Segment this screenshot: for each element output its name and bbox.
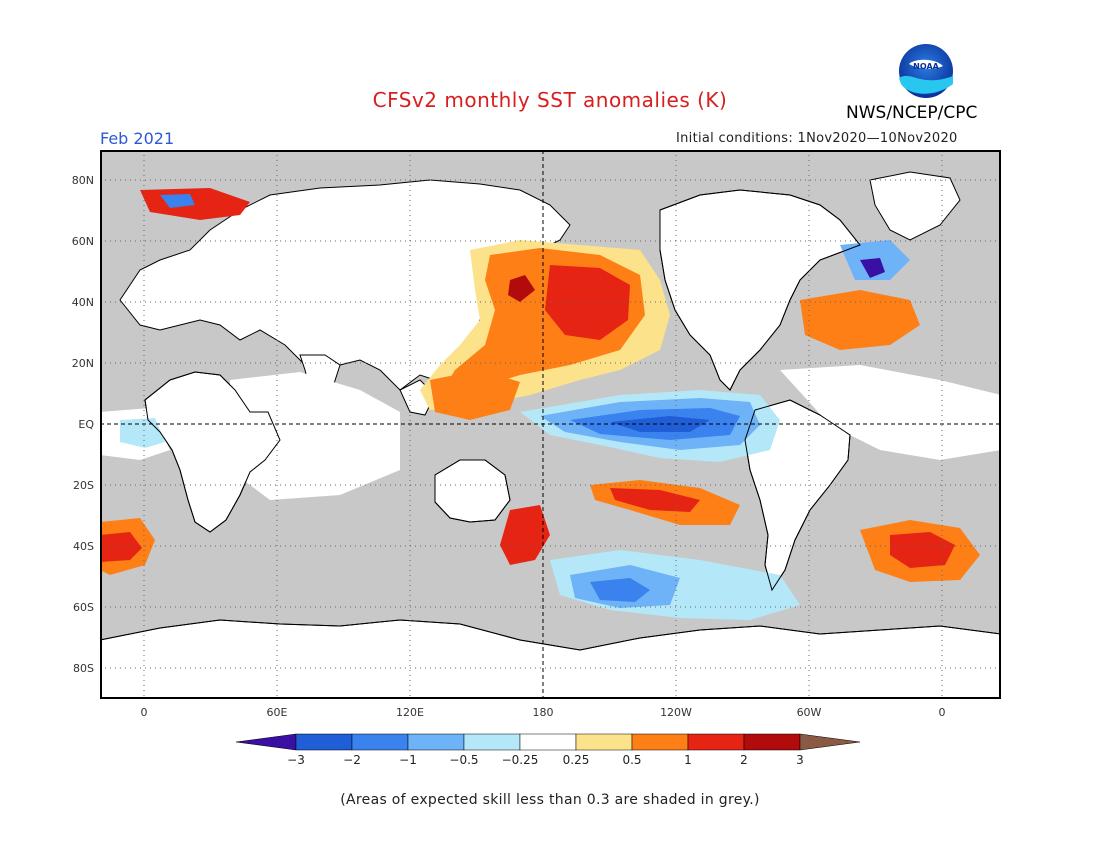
coastline-north-america xyxy=(659,189,861,391)
colorbar-bin-6 xyxy=(575,733,633,751)
lat-label-60s: 60S xyxy=(73,601,94,614)
colorbar-tick-neg05: −0.5 xyxy=(449,753,479,767)
map-border xyxy=(100,150,1001,699)
colorbar-bin-5 xyxy=(519,733,577,751)
anomaly-wpacific-warm xyxy=(430,370,520,420)
anomaly-natlantic-warm xyxy=(800,290,920,350)
colorbar-bin-3 xyxy=(407,733,465,751)
period-label: Feb 2021 xyxy=(100,129,175,148)
lon-label-60e: 60E xyxy=(266,706,288,719)
graticule xyxy=(100,150,1001,699)
lat-label-20n: 20N xyxy=(71,357,94,370)
coastlines xyxy=(100,189,1001,651)
colorbar-tick-2: 2 xyxy=(740,753,748,767)
lon-label-180: 180 xyxy=(532,706,554,719)
colorbar-tick-neg3: −3 xyxy=(287,753,305,767)
lat-label-60n: 60N xyxy=(71,235,94,248)
lon-label-60w: 60W xyxy=(796,706,822,719)
colorbar-bin-1 xyxy=(295,733,353,751)
reference-lines xyxy=(100,150,1001,699)
skill-footnote: (Areas of expected skill less than 0.3 a… xyxy=(340,792,760,808)
lat-label-80s: 80S xyxy=(73,662,94,675)
lat-label-40n: 40N xyxy=(71,296,94,309)
anomaly-npacific-red xyxy=(545,265,630,340)
colorbar-tick-05: 0.5 xyxy=(622,753,642,767)
colorbar-tick-neg2: −2 xyxy=(343,753,361,767)
colorbar-tick-neg025: −0.25 xyxy=(501,753,539,767)
anomaly-npacific-dark xyxy=(508,275,535,302)
coastline-antarctica xyxy=(100,619,1001,651)
anomaly-sindian-red xyxy=(100,532,142,562)
coastline-africa xyxy=(144,371,281,533)
anomaly-atlantic-neutral xyxy=(780,365,1001,460)
lat-label-80n: 80N xyxy=(71,174,94,187)
colorbar-bin-2 xyxy=(351,733,409,751)
colorbar-bin-9 xyxy=(743,733,801,751)
anomaly-natlantic-strong xyxy=(860,258,885,278)
lon-label-120e: 120E xyxy=(396,706,424,719)
lat-label-20s: 20S xyxy=(73,479,94,492)
colorbar-tick-neg1: −1 xyxy=(399,753,417,767)
colorbar-tick-3: 3 xyxy=(796,753,804,767)
colorbar-min-arrow xyxy=(236,733,297,751)
noaa-logo: NOAA xyxy=(897,42,955,100)
chart-title: CFSv2 monthly SST anomalies (K) xyxy=(372,88,728,112)
colorbar-bin-4 xyxy=(463,733,521,751)
lat-label-40s: 40S xyxy=(73,540,94,553)
colorbar-tick-025: 0.25 xyxy=(562,753,590,767)
initial-conditions-label: Initial conditions: 1Nov2020—10Nov2020 xyxy=(676,131,958,146)
colorbar-max-arrow xyxy=(799,733,861,751)
sst-anomaly-map xyxy=(100,150,1001,699)
lat-label-eq: EQ xyxy=(78,418,94,431)
colorbar-tick-1: 1 xyxy=(684,753,692,767)
lon-label-0-east: 0 xyxy=(938,706,946,719)
colorbar-bin-8 xyxy=(687,733,745,751)
anomaly-arctic-cold xyxy=(160,194,195,208)
anomaly-tasman-warm xyxy=(500,505,550,565)
anomaly-spacific-red xyxy=(610,488,700,512)
colorbar xyxy=(236,733,861,751)
anomaly-southern-cold-strong xyxy=(590,578,650,602)
anomaly-satlantic-red xyxy=(890,532,955,568)
coastline-australia xyxy=(434,459,511,523)
anomaly-indian-neutral xyxy=(230,372,400,500)
colorbar-bin-7 xyxy=(631,733,689,751)
logo-text: NOAA xyxy=(913,62,939,71)
lon-label-0: 0 xyxy=(140,706,148,719)
greenland xyxy=(869,171,961,241)
lon-label-120w: 120W xyxy=(660,706,692,719)
agency-label: NWS/NCEP/CPC xyxy=(846,103,978,123)
